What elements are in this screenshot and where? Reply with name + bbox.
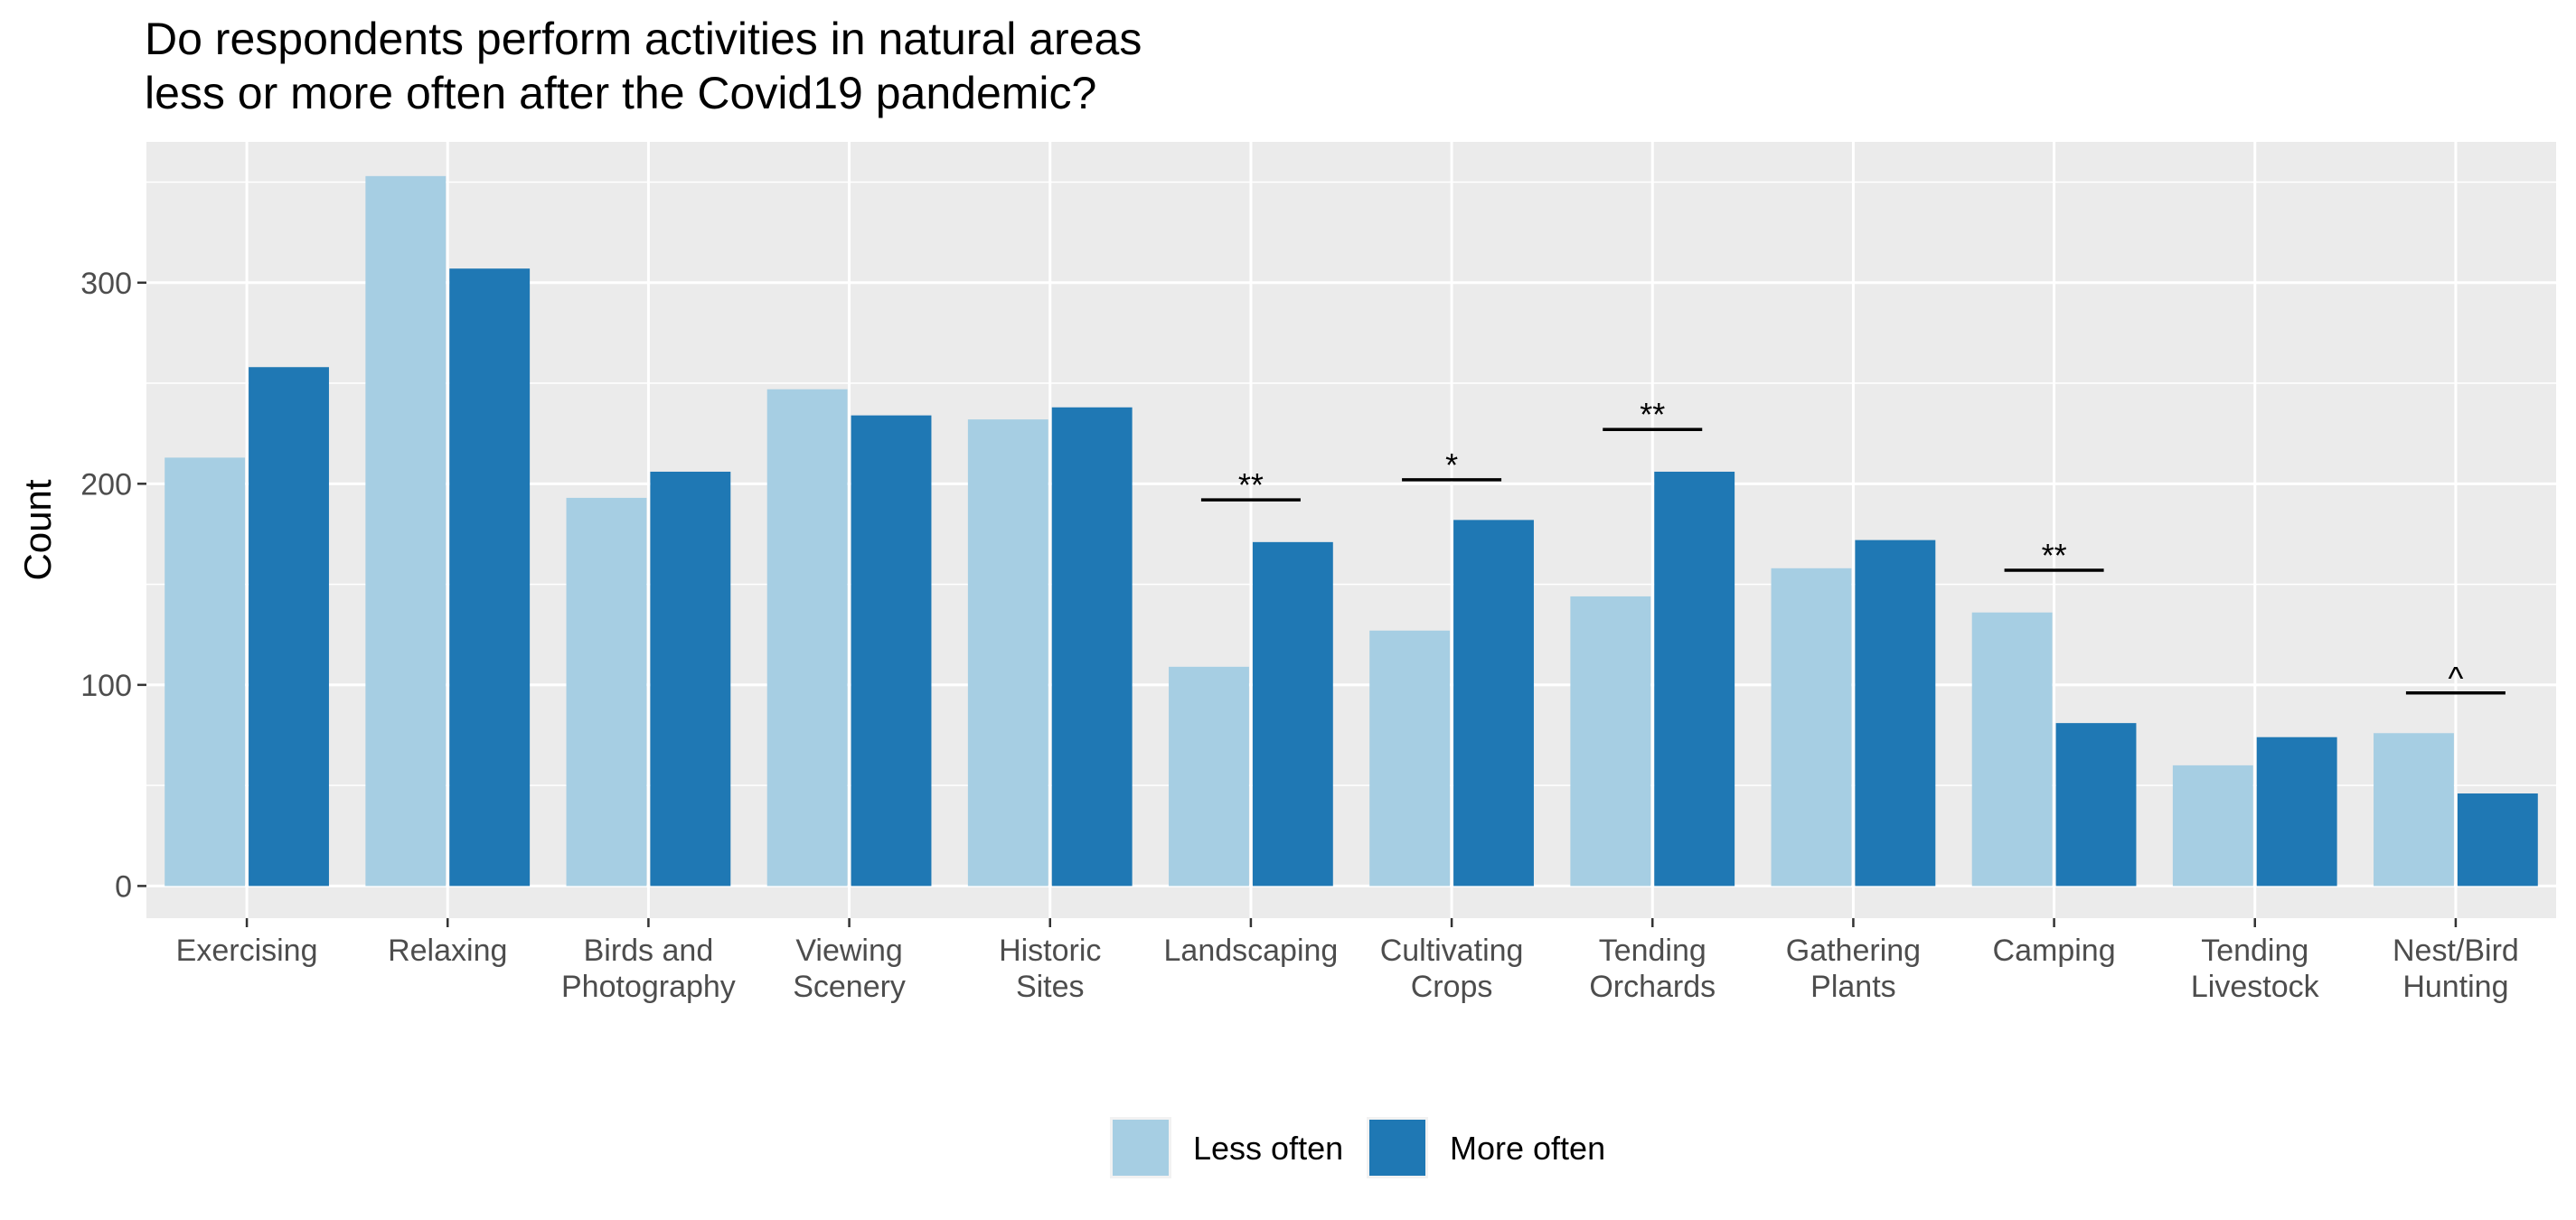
x-tick-label: Tending Livestock [2191,934,2320,1004]
legend-swatch-more-often [1369,1120,1425,1176]
significance-label: ** [2042,537,2067,574]
bar-less-often [1971,612,2053,887]
significance-label: ** [1640,396,1665,433]
x-tick-label: Cultivating Crops [1380,934,1524,1004]
y-axis: 0 100 200 300 [80,267,146,904]
bar-more-often [249,367,329,887]
bar-less-often [365,175,447,887]
x-tick-label: Viewing Scenery [793,934,906,1004]
bar-less-often [566,497,647,887]
bar-less-often [165,457,246,887]
bar-more-often [1654,471,1735,887]
bar-more-often [2457,793,2538,887]
significance-label: * [1445,446,1458,483]
x-tick-label: Tending Orchards [1589,934,1716,1004]
legend-label-less-often: Less often [1193,1130,1343,1167]
bar-less-often [766,389,848,887]
significance-annotations: *******^ [1200,396,2505,697]
title-line-2: less or more often after the Covid19 pan… [145,68,1096,118]
y-tick-label: 200 [80,467,132,502]
bar-more-often [851,415,932,887]
bar-more-often [2256,737,2337,887]
title-line-1: Do respondents perform activities in nat… [145,14,1142,64]
y-axis-title: Count [16,479,59,580]
x-tick-label: Birds and Photography [561,934,736,1004]
significance-label: ^ [2448,660,2463,697]
plot-background [146,142,2556,918]
legend: Less often More often [1110,1117,1605,1178]
grid-lines [146,142,2556,918]
x-tick-label: Historic Sites [999,934,1101,1004]
chart-title: Do respondents perform activities in nat… [145,14,1142,118]
x-axis: Exercising Relaxing Birds and Photography Vi… [176,918,2519,1004]
bars [165,175,2538,887]
bar-less-often [1771,568,1852,887]
x-tick-label: Relaxing [388,934,507,968]
bar-more-often [2055,723,2137,887]
y-tick-label: 300 [80,267,132,301]
bar-less-often [1570,596,1651,887]
bar-more-often [449,268,531,887]
x-tick-label: Camping [1993,934,2116,968]
bar-more-often [1453,520,1534,887]
bar-less-often [2374,733,2454,887]
legend-label-more-often: More often [1450,1130,1605,1167]
x-tick-label: Landscaping [1164,934,1339,968]
bar-more-often [1252,541,1333,887]
legend-swatch-less-often [1113,1120,1169,1176]
bar-less-often [2172,765,2253,887]
bar-less-often [1369,630,1451,887]
bar-more-often [1855,540,1936,887]
x-tick-label: Nest/Bird Hunting [2393,934,2519,1004]
x-tick-label: Gathering Plants [1786,934,1921,1004]
bar-less-often [967,419,1048,887]
bar-more-often [650,471,731,887]
significance-label: ** [1238,466,1264,503]
x-tick-label: Exercising [176,934,318,968]
bar-more-often [1051,407,1133,887]
y-tick-label: 100 [80,669,132,703]
bar-less-often [1169,666,1249,887]
y-tick-label: 0 [115,869,132,904]
